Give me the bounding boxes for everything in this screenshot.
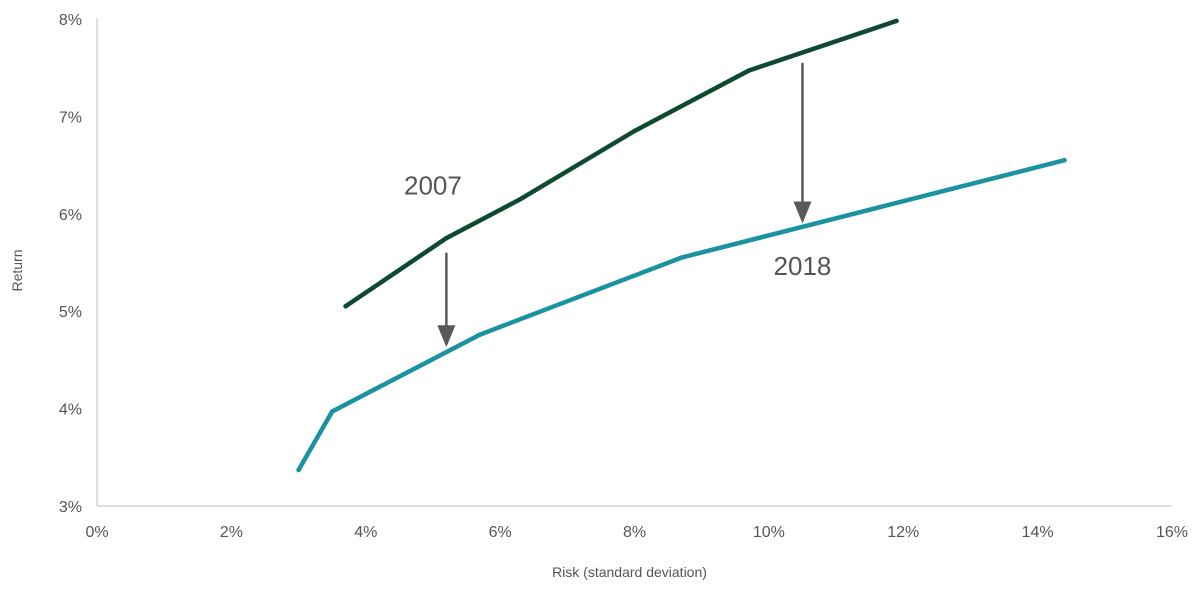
- data-point-2018: [477, 332, 483, 337]
- data-point-2007: [518, 196, 523, 202]
- x-tick-label: 16%: [1156, 524, 1188, 541]
- x-tick-label: 10%: [753, 524, 785, 541]
- series-label-2018: 2018: [774, 251, 832, 281]
- y-tick-label: 6%: [59, 207, 82, 224]
- data-point-2007: [444, 235, 449, 241]
- x-tick-label: 12%: [887, 524, 919, 541]
- data-point-2018: [329, 409, 335, 414]
- series-line-2007: [343, 18, 899, 309]
- y-tick-label: 3%: [59, 499, 82, 516]
- data-point-2007: [746, 68, 751, 73]
- arrow-head: [793, 201, 812, 224]
- x-tick-label: 0%: [85, 524, 108, 541]
- data-point-2018: [296, 467, 301, 473]
- data-point-2007: [894, 18, 899, 24]
- series-label-2007: 2007: [404, 170, 462, 200]
- y-tick-label: 5%: [59, 304, 82, 321]
- x-tick-label: 8%: [623, 524, 646, 541]
- y-tick-label: 7%: [59, 109, 82, 126]
- x-tick-label: 2%: [220, 524, 243, 541]
- data-point-2018: [679, 255, 684, 260]
- arrow-head: [437, 325, 456, 348]
- x-axis-title: Risk (standard deviation): [552, 564, 707, 580]
- x-tick-label: 14%: [1022, 524, 1054, 541]
- x-tick-label: 4%: [354, 524, 377, 541]
- x-tick-label: 6%: [489, 524, 512, 541]
- y-axis-title: Return: [9, 249, 25, 291]
- y-tick-label: 8%: [59, 12, 82, 29]
- series-line-2018: [296, 157, 1067, 473]
- y-tick-label: 4%: [59, 402, 82, 419]
- data-point-2007: [343, 304, 348, 309]
- data-point-2007: [632, 128, 637, 134]
- data-point-2018: [1062, 157, 1067, 163]
